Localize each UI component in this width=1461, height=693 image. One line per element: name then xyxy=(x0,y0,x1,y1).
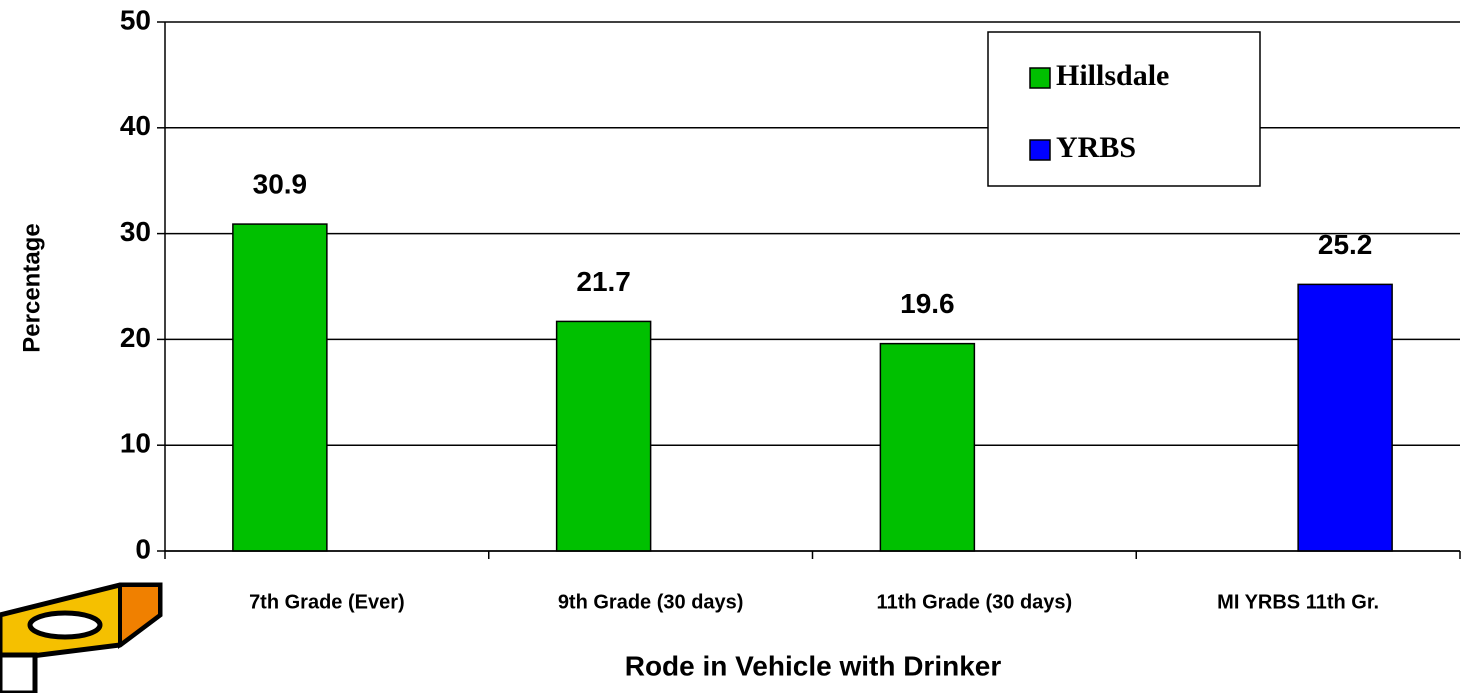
y-tick-label: 30 xyxy=(120,216,151,247)
y-tick-label: 20 xyxy=(120,322,151,353)
x-tick-label: 9th Grade (30 days) xyxy=(558,591,744,613)
value-label: 19.6 xyxy=(900,288,955,319)
legend-label: YRBS xyxy=(1056,131,1136,164)
y-tick-label: 0 xyxy=(135,533,151,564)
y-axis-title: Percentage xyxy=(18,223,45,352)
value-label: 30.9 xyxy=(253,168,308,199)
bar xyxy=(555,320,652,552)
value-label: 21.7 xyxy=(576,266,631,297)
x-tick-label: MI YRBS 11th Gr. xyxy=(1217,591,1379,613)
y-tick-label: 50 xyxy=(120,4,151,35)
bar xyxy=(1297,283,1393,552)
legend-swatch xyxy=(1029,139,1051,161)
y-tick-label: 10 xyxy=(120,428,151,459)
legend-swatch xyxy=(1029,67,1051,89)
legend: Hillsdale YRBS xyxy=(987,31,1261,187)
x-tick-label: 7th Grade (Ever) xyxy=(249,591,405,613)
x-axis-title: Rode in Vehicle with Drinker xyxy=(625,650,1002,681)
bar xyxy=(879,342,976,552)
y-tick-label: 40 xyxy=(120,110,151,141)
x-tick-label: 11th Grade (30 days) xyxy=(877,591,1073,613)
value-label: 25.2 xyxy=(1318,229,1373,260)
pencil-clipart xyxy=(0,582,163,693)
bar xyxy=(232,223,328,552)
legend-label: Hillsdale xyxy=(1056,59,1169,92)
